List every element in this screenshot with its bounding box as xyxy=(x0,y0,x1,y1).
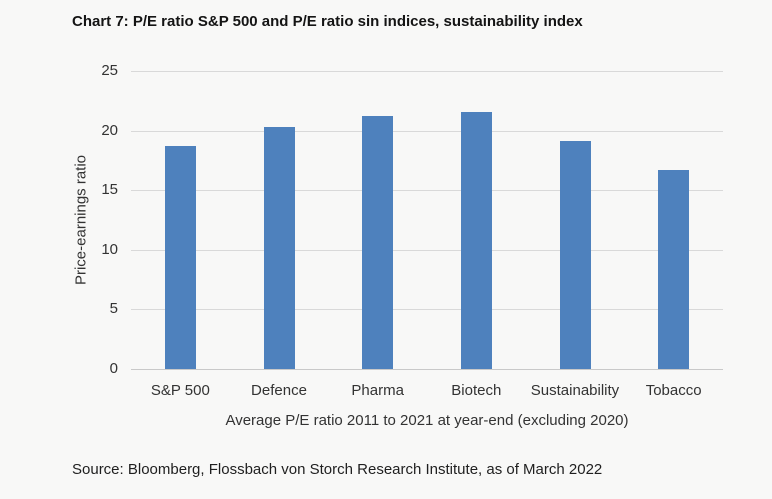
y-tick-label: 25 xyxy=(101,62,118,80)
gridline xyxy=(131,71,723,72)
x-axis-category-labels: S&P 500 Defence Pharma Biotech Sustainabilit… xyxy=(131,382,723,402)
plot-area xyxy=(131,71,723,370)
y-tick-label: 15 xyxy=(101,181,118,199)
y-tick-label: 0 xyxy=(109,360,118,378)
x-category-label: Biotech xyxy=(451,382,502,399)
bar-defence xyxy=(263,127,295,369)
bar-sustainability xyxy=(559,141,591,369)
x-axis-title: Average P/E ratio 2011 to 2021 at year-e… xyxy=(225,412,629,429)
source-note: Source: Bloomberg, Flossbach von Storch … xyxy=(72,461,603,478)
x-category-label: Tobacco xyxy=(645,382,702,399)
x-axis-baseline xyxy=(131,369,723,370)
gridline xyxy=(131,190,723,192)
y-axis-tick-labels: 0 5 10 15 20 25 xyxy=(80,62,118,377)
y-tick-label: 20 xyxy=(101,121,118,139)
bar-tobacco xyxy=(658,169,690,369)
bar-biotech xyxy=(460,111,492,369)
gridline xyxy=(131,249,723,251)
x-category-label: Defence xyxy=(251,382,307,399)
x-category-label: Pharma xyxy=(351,382,404,399)
bar-s-p-500 xyxy=(164,146,196,369)
gridline xyxy=(131,309,723,311)
bar-pharma xyxy=(362,116,394,369)
x-category-label: Sustainability xyxy=(530,382,620,399)
y-tick-label: 5 xyxy=(109,300,118,318)
y-tick-label: 10 xyxy=(101,240,118,258)
chart-title: Chart 7: P/E ratio S&P 500 and P/E ratio… xyxy=(72,13,583,30)
x-category-label: S&P 500 xyxy=(150,382,210,399)
gridline xyxy=(131,130,723,132)
